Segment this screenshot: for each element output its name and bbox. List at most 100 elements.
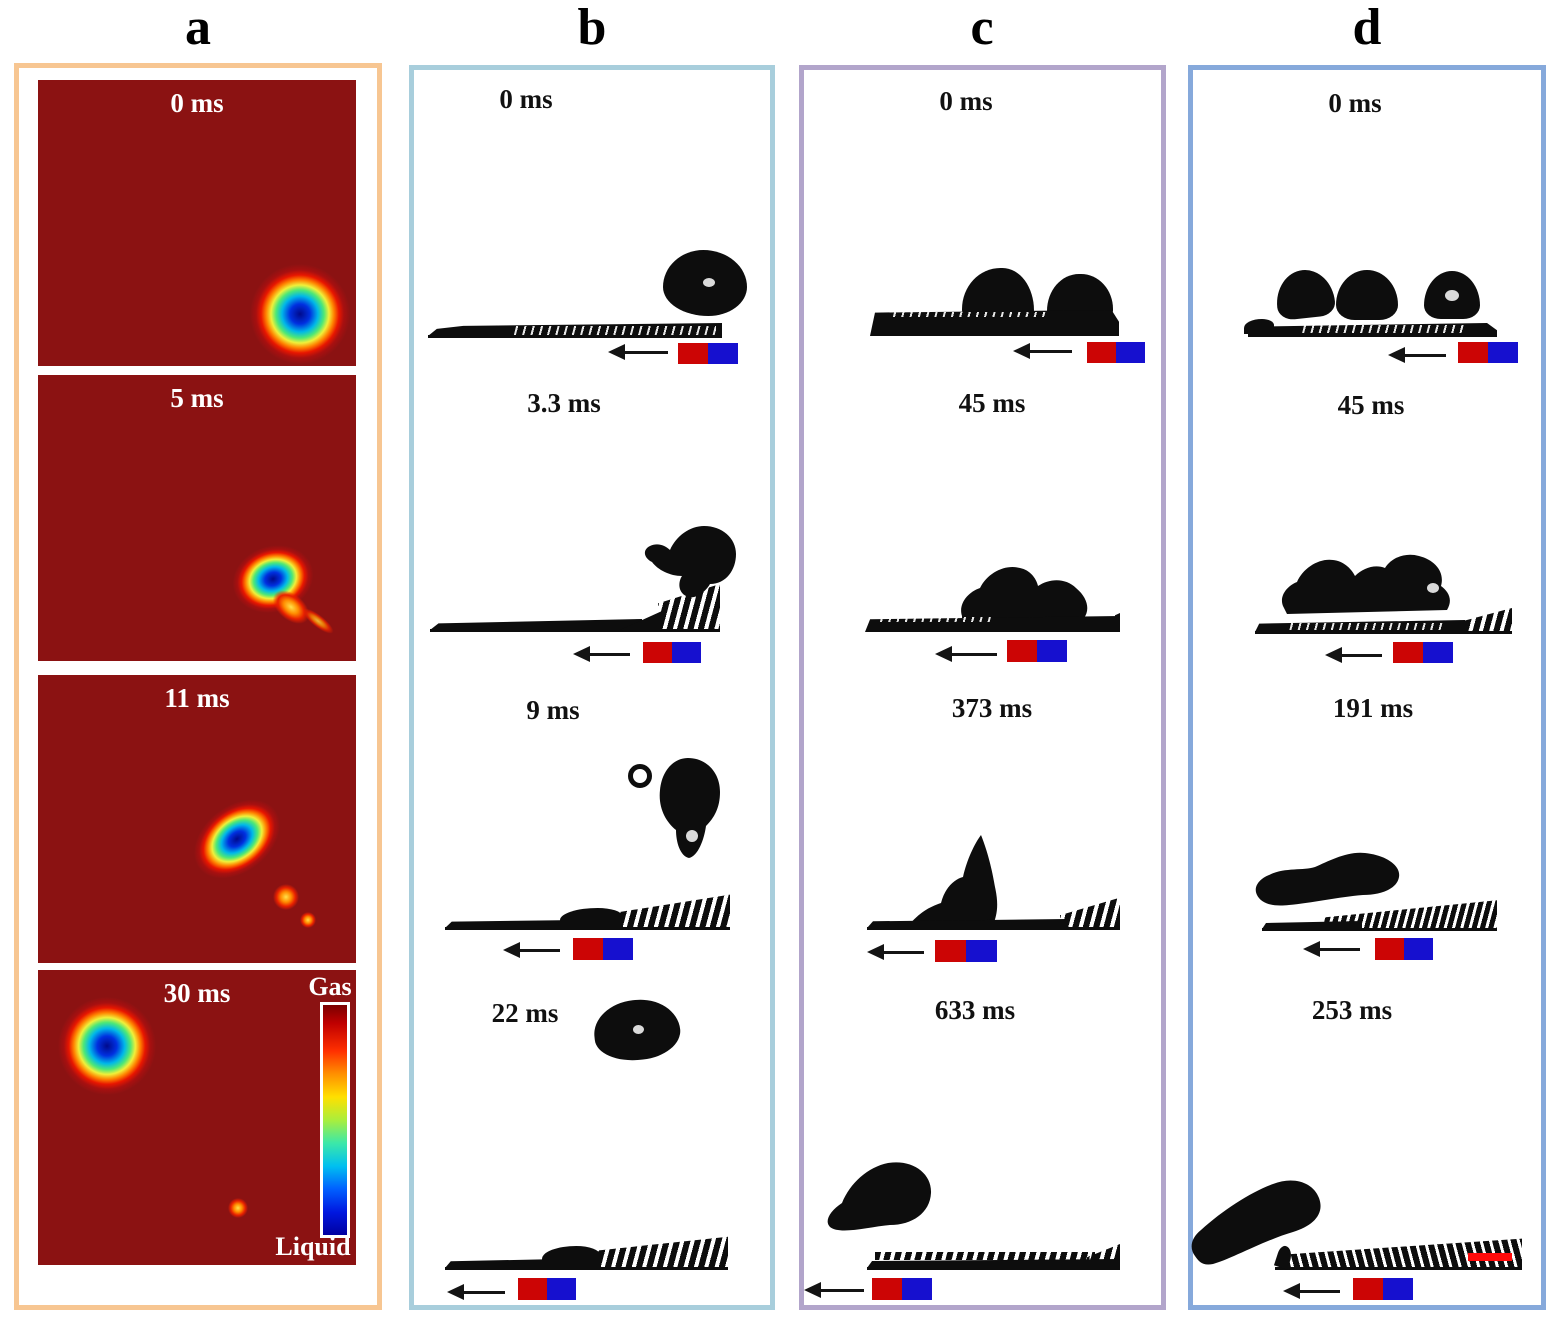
droplet-glare — [703, 278, 715, 287]
magnet-red-half — [1353, 1278, 1383, 1300]
column-label-d: d — [1352, 0, 1382, 56]
ratchet-base — [1262, 921, 1362, 929]
motion-direction-arrow-icon — [1013, 343, 1072, 359]
motion-direction-arrow-icon — [503, 942, 560, 958]
magnet-red-half — [1087, 342, 1116, 363]
ratchet-teeth — [615, 894, 730, 928]
magnet-icon — [1007, 640, 1067, 662]
ratchet-surface — [867, 892, 1120, 930]
ratchet-surface — [1262, 897, 1497, 931]
column-label-b: b — [577, 0, 607, 56]
ratchet-surface — [867, 1238, 1120, 1270]
ratchet-slit-texture — [875, 617, 995, 622]
ratchet-base — [430, 619, 642, 630]
ratchet-teeth — [1087, 1244, 1120, 1268]
motion-direction-arrow-icon — [867, 944, 924, 960]
magnet-blue-half — [1383, 1278, 1413, 1300]
magnet-red-half — [573, 938, 603, 960]
ratchet-teeth — [658, 584, 720, 630]
droplet-heatmap — [250, 264, 350, 364]
droplet-glare — [1445, 290, 1459, 301]
magnet-icon — [643, 642, 701, 663]
ratchet-surface — [445, 892, 730, 930]
motion-direction-arrow-icon — [935, 646, 997, 662]
magnet-icon — [1375, 938, 1433, 960]
ratchet-surface — [1273, 1235, 1522, 1270]
magnet-red-half — [1458, 342, 1488, 363]
timestamp-label: 0 ms — [1328, 88, 1382, 118]
ratchet-surface — [865, 613, 1120, 632]
motion-direction-arrow-icon — [804, 1282, 864, 1298]
motion-direction-arrow-icon — [1283, 1283, 1340, 1299]
droplet-heatmap — [58, 997, 156, 1095]
panel-b: 0 ms 3.3 ms 9 ms — [409, 65, 775, 1310]
ratchet-teeth — [1060, 897, 1120, 928]
magnet-red-half — [643, 642, 672, 663]
ratchet-hump — [542, 1246, 600, 1268]
simulation-frame-11ms: 11 ms — [38, 675, 356, 963]
ratchet-slit-texture — [1298, 325, 1468, 333]
ratchet-sawtooth-texture — [875, 1252, 1095, 1260]
simulation-frame-0ms: 0 ms — [38, 80, 356, 366]
timestamp-label: 191 ms — [1332, 693, 1414, 723]
satellite-dot — [273, 884, 299, 910]
timestamp-label: 633 ms — [934, 995, 1016, 1025]
timestamp-label: 5 ms — [170, 383, 224, 413]
magnet-icon — [1393, 642, 1453, 663]
magnet-icon — [1353, 1278, 1413, 1300]
magnet-red-half — [1375, 938, 1404, 960]
droplet-silhouette — [1255, 852, 1400, 906]
magnet-icon — [518, 1278, 576, 1300]
satellite-ring — [628, 764, 652, 788]
ratchet-surface — [870, 308, 1119, 336]
ratchet-surface — [1244, 313, 1497, 337]
magnet-blue-half — [672, 642, 701, 663]
simulation-frame-30ms: 30 ms Gas Liquid — [38, 970, 356, 1265]
droplet-silhouette — [644, 526, 736, 598]
magnet-blue-half — [1404, 938, 1433, 960]
magnet-icon — [573, 938, 633, 960]
magnet-icon — [872, 1278, 932, 1300]
magnet-blue-half — [966, 940, 997, 962]
scale-bar — [1468, 1253, 1512, 1261]
ratchet-baseline — [430, 629, 720, 632]
ratchet-teeth — [593, 1236, 728, 1268]
magnet-blue-half — [547, 1278, 576, 1300]
magnet-blue-half — [1423, 642, 1453, 663]
motion-direction-arrow-icon — [1303, 941, 1360, 957]
timestamp-label: 0 ms — [499, 84, 553, 114]
magnet-blue-half — [1116, 342, 1145, 363]
magnet-red-half — [1393, 642, 1423, 663]
magnet-red-half — [518, 1278, 547, 1300]
ratchet-teeth — [1322, 900, 1497, 929]
timestamp-label: 45 ms — [958, 388, 1026, 418]
timestamp-label: 9 ms — [526, 695, 580, 725]
colorbar — [320, 1002, 350, 1238]
ratchet-teeth — [1458, 608, 1512, 632]
ratchet-surface — [428, 312, 722, 338]
panel-d: 0 ms 45 ms 191 ms — [1188, 65, 1546, 1310]
satellite-dot — [300, 912, 316, 928]
timestamp-label: 0 ms — [170, 88, 224, 118]
timestamp-label: 11 ms — [164, 683, 230, 713]
ratchet-hump — [560, 908, 622, 928]
droplet-silhouette — [961, 566, 1088, 618]
colorbar-gas-label: Gas — [308, 972, 352, 1001]
droplet-silhouette — [659, 758, 720, 858]
timestamp-label: 253 ms — [1311, 995, 1393, 1025]
magnet-red-half — [1007, 640, 1037, 662]
timestamp-label: 30 ms — [163, 978, 231, 1008]
ratchet-baseline — [428, 335, 722, 338]
ratchet-surface — [445, 1230, 728, 1270]
magnet-blue-half — [902, 1278, 932, 1300]
magnet-blue-half — [1037, 640, 1067, 662]
magnet-red-half — [872, 1278, 902, 1300]
ratchet-baseline — [445, 927, 730, 930]
satellite-dot — [228, 1198, 248, 1218]
timestamp-label: 45 ms — [1337, 390, 1405, 420]
droplet-silhouette — [1336, 270, 1398, 320]
motion-direction-arrow-icon — [608, 344, 668, 360]
ratchet-base — [867, 1259, 1120, 1268]
timestamp-label: 22 ms — [491, 998, 559, 1028]
droplet-glare — [633, 1025, 644, 1034]
